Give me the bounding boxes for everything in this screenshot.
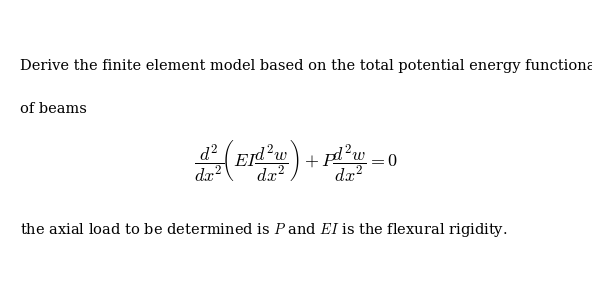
Text: Derive the finite element model based on the total potential energy functional f: Derive the finite element model based on… <box>20 59 592 73</box>
Text: the axial load to be determined is $P$ and $EI$ is the flexural rigidity.: the axial load to be determined is $P$ a… <box>20 221 507 239</box>
Text: of beams: of beams <box>20 102 87 116</box>
Text: $\dfrac{d^2}{dx^2}\!\left(EI\dfrac{d^2w}{dx^2}\right)+P\dfrac{d^2w}{dx^2}=0$: $\dfrac{d^2}{dx^2}\!\left(EI\dfrac{d^2w}… <box>194 138 398 183</box>
